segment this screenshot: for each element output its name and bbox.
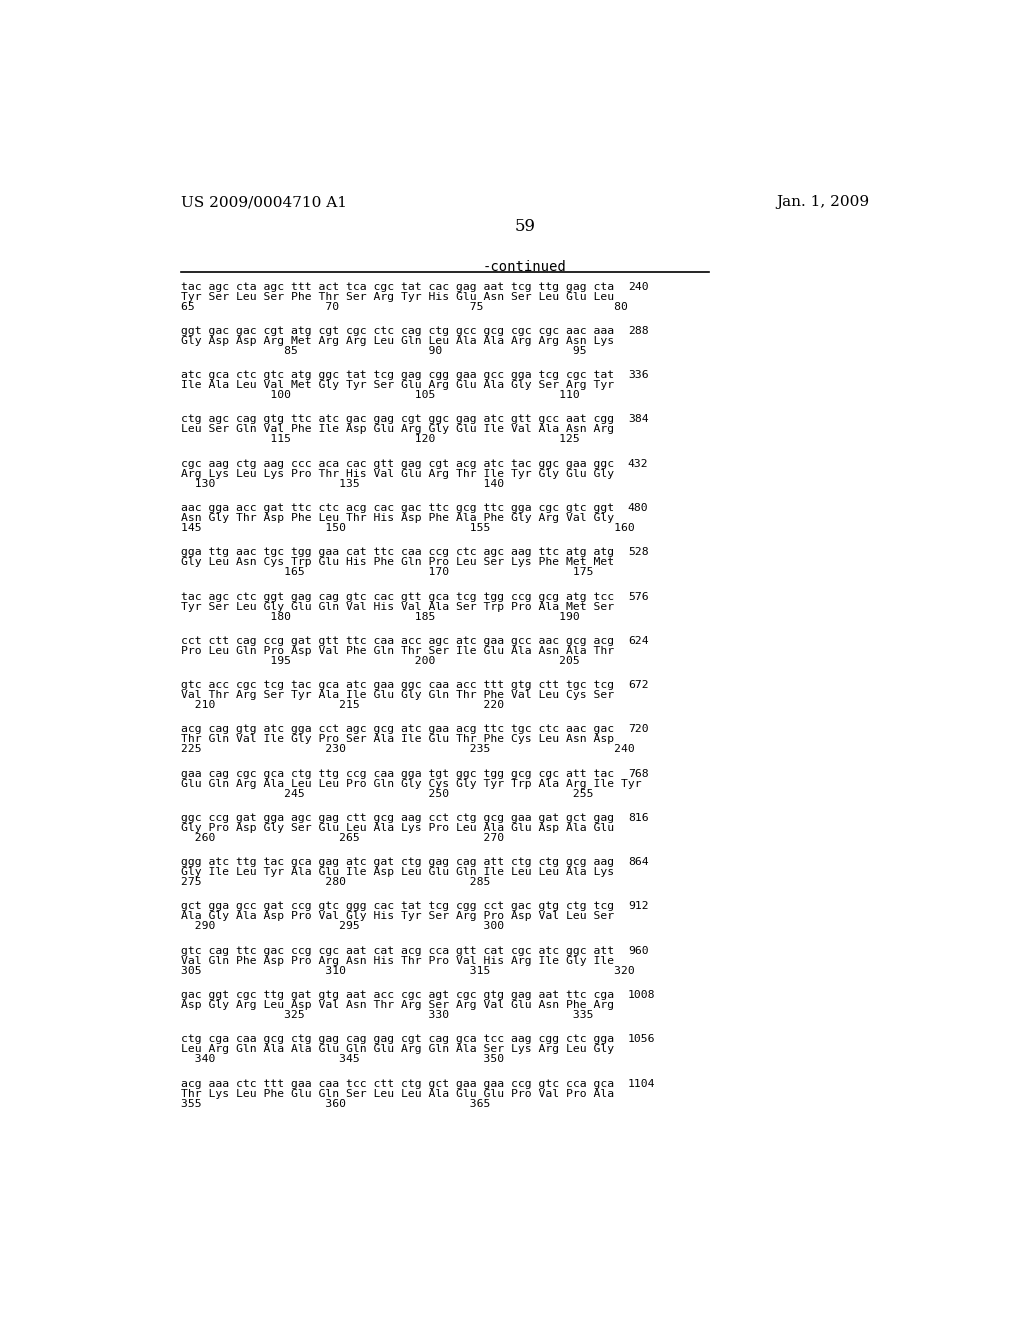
Text: 115                  120                  125: 115 120 125 [180, 434, 580, 445]
Text: 288: 288 [628, 326, 648, 335]
Text: gtc cag ttc gac ccg cgc aat cat acg cca gtt cat cgc atc ggc att: gtc cag ttc gac ccg cgc aat cat acg cca … [180, 945, 613, 956]
Text: 195                  200                  205: 195 200 205 [180, 656, 580, 665]
Text: 210                  215                  220: 210 215 220 [180, 700, 504, 710]
Text: Asp Gly Arg Leu Asp Val Asn Thr Arg Ser Arg Val Glu Asn Phe Arg: Asp Gly Arg Leu Asp Val Asn Thr Arg Ser … [180, 1001, 613, 1010]
Text: 305                  310                  315                  320: 305 310 315 320 [180, 966, 635, 975]
Text: 145                  150                  155                  160: 145 150 155 160 [180, 523, 635, 533]
Text: ggg atc ttg tac gca gag atc gat ctg gag cag att ctg ctg gcg aag: ggg atc ttg tac gca gag atc gat ctg gag … [180, 857, 613, 867]
Text: 576: 576 [628, 591, 648, 602]
Text: 275                  280                  285: 275 280 285 [180, 878, 490, 887]
Text: 340                  345                  350: 340 345 350 [180, 1055, 504, 1064]
Text: Ile Ala Leu Val Met Gly Tyr Ser Glu Arg Glu Ala Gly Ser Arg Tyr: Ile Ala Leu Val Met Gly Tyr Ser Glu Arg … [180, 380, 613, 391]
Text: Ala Gly Ala Asp Pro Val Gly His Tyr Ser Arg Pro Asp Val Leu Ser: Ala Gly Ala Asp Pro Val Gly His Tyr Ser … [180, 911, 613, 921]
Text: 432: 432 [628, 459, 648, 469]
Text: 672: 672 [628, 680, 648, 690]
Text: Val Thr Arg Ser Tyr Ala Ile Glu Gly Gln Thr Phe Val Leu Cys Ser: Val Thr Arg Ser Tyr Ala Ile Glu Gly Gln … [180, 690, 613, 700]
Text: acg aaa ctc ttt gaa caa tcc ctt ctg gct gaa gaa ccg gtc cca gca: acg aaa ctc ttt gaa caa tcc ctt ctg gct … [180, 1078, 613, 1089]
Text: ctg agc cag gtg ttc atc gac gag cgt ggc gag atc gtt gcc aat cgg: ctg agc cag gtg ttc atc gac gag cgt ggc … [180, 414, 613, 425]
Text: 130                  135                  140: 130 135 140 [180, 479, 504, 488]
Text: Asn Gly Thr Asp Phe Leu Thr His Asp Phe Ala Phe Gly Arg Val Gly: Asn Gly Thr Asp Phe Leu Thr His Asp Phe … [180, 513, 613, 523]
Text: Glu Gln Arg Ala Leu Leu Pro Gln Gly Cys Gly Tyr Trp Ala Arg Ile Tyr: Glu Gln Arg Ala Leu Leu Pro Gln Gly Cys … [180, 779, 641, 788]
Text: 245                  250                  255: 245 250 255 [180, 788, 593, 799]
Text: gtc acc cgc tcg tac gca atc gaa ggc caa acc ttt gtg ctt tgc tcg: gtc acc cgc tcg tac gca atc gaa ggc caa … [180, 680, 613, 690]
Text: 960: 960 [628, 945, 648, 956]
Text: atc gca ctc gtc atg ggc tat tcg gag cgg gaa gcc gga tcg cgc tat: atc gca ctc gtc atg ggc tat tcg gag cgg … [180, 370, 613, 380]
Text: gct gga gcc gat ccg gtc ggg cac tat tcg cgg cct gac gtg ctg tcg: gct gga gcc gat ccg gtc ggg cac tat tcg … [180, 902, 613, 911]
Text: Leu Ser Gln Val Phe Ile Asp Glu Arg Gly Glu Ile Val Ala Asn Arg: Leu Ser Gln Val Phe Ile Asp Glu Arg Gly … [180, 425, 613, 434]
Text: ggc ccg gat gga agc gag ctt gcg aag cct ctg gcg gaa gat gct gag: ggc ccg gat gga agc gag ctt gcg aag cct … [180, 813, 613, 822]
Text: Gly Ile Leu Tyr Ala Glu Ile Asp Leu Glu Gln Ile Leu Leu Ala Lys: Gly Ile Leu Tyr Ala Glu Ile Asp Leu Glu … [180, 867, 613, 878]
Text: Thr Gln Val Ile Gly Pro Ser Ala Ile Glu Thr Phe Cys Leu Asn Asp: Thr Gln Val Ile Gly Pro Ser Ala Ile Glu … [180, 734, 613, 744]
Text: acg cag gtg atc gga cct agc gcg atc gaa acg ttc tgc ctc aac gac: acg cag gtg atc gga cct agc gcg atc gaa … [180, 725, 613, 734]
Text: 225                  230                  235                  240: 225 230 235 240 [180, 744, 635, 754]
Text: 1104: 1104 [628, 1078, 655, 1089]
Text: US 2009/0004710 A1: US 2009/0004710 A1 [180, 195, 347, 210]
Text: aac gga acc gat ttc ctc acg cac gac ttc gcg ttc gga cgc gtc ggt: aac gga acc gat ttc ctc acg cac gac ttc … [180, 503, 613, 513]
Text: Gly Pro Asp Gly Ser Glu Leu Ala Lys Pro Leu Ala Glu Asp Ala Glu: Gly Pro Asp Gly Ser Glu Leu Ala Lys Pro … [180, 822, 613, 833]
Text: 85                   90                   95: 85 90 95 [180, 346, 587, 356]
Text: 325                  330                  335: 325 330 335 [180, 1010, 593, 1020]
Text: -continued: -continued [483, 260, 566, 275]
Text: tac agc ctc ggt gag cag gtc cac gtt gca tcg tgg ccg gcg atg tcc: tac agc ctc ggt gag cag gtc cac gtt gca … [180, 591, 613, 602]
Text: 180                  185                  190: 180 185 190 [180, 611, 580, 622]
Text: 480: 480 [628, 503, 648, 513]
Text: Leu Arg Gln Ala Ala Glu Gln Glu Arg Gln Ala Ser Lys Arg Leu Gly: Leu Arg Gln Ala Ala Glu Gln Glu Arg Gln … [180, 1044, 613, 1055]
Text: cct ctt cag ccg gat gtt ttc caa acc agc atc gaa gcc aac gcg acg: cct ctt cag ccg gat gtt ttc caa acc agc … [180, 636, 613, 645]
Text: gga ttg aac tgc tgg gaa cat ttc caa ccg ctc agc aag ttc atg atg: gga ttg aac tgc tgg gaa cat ttc caa ccg … [180, 548, 613, 557]
Text: 528: 528 [628, 548, 648, 557]
Text: Tyr Ser Leu Ser Phe Thr Ser Arg Tyr His Glu Asn Ser Leu Glu Leu: Tyr Ser Leu Ser Phe Thr Ser Arg Tyr His … [180, 292, 613, 301]
Text: 720: 720 [628, 725, 648, 734]
Text: 240: 240 [628, 281, 648, 292]
Text: Thr Lys Leu Phe Glu Gln Ser Leu Leu Ala Glu Glu Pro Val Pro Ala: Thr Lys Leu Phe Glu Gln Ser Leu Leu Ala … [180, 1089, 613, 1098]
Text: 1056: 1056 [628, 1035, 655, 1044]
Text: ggt gac gac cgt atg cgt cgc ctc cag ctg gcc gcg cgc cgc aac aaa: ggt gac gac cgt atg cgt cgc ctc cag ctg … [180, 326, 613, 335]
Text: cgc aag ctg aag ccc aca cac gtt gag cgt acg atc tac ggc gaa ggc: cgc aag ctg aag ccc aca cac gtt gag cgt … [180, 459, 613, 469]
Text: Val Gln Phe Asp Pro Arg Asn His Thr Pro Val His Arg Ile Gly Ile: Val Gln Phe Asp Pro Arg Asn His Thr Pro … [180, 956, 613, 966]
Text: Tyr Ser Leu Gly Glu Gln Val His Val Ala Ser Trp Pro Ala Met Ser: Tyr Ser Leu Gly Glu Gln Val His Val Ala … [180, 602, 613, 611]
Text: tac agc cta agc ttt act tca cgc tat cac gag aat tcg ttg gag cta: tac agc cta agc ttt act tca cgc tat cac … [180, 281, 613, 292]
Text: 100                  105                  110: 100 105 110 [180, 391, 580, 400]
Text: 816: 816 [628, 813, 648, 822]
Text: Pro Leu Gln Pro Asp Val Phe Gln Thr Ser Ile Glu Ala Asn Ala Thr: Pro Leu Gln Pro Asp Val Phe Gln Thr Ser … [180, 645, 613, 656]
Text: Gly Asp Asp Arg Met Arg Arg Leu Gln Leu Ala Ala Arg Arg Asn Lys: Gly Asp Asp Arg Met Arg Arg Leu Gln Leu … [180, 335, 613, 346]
Text: 336: 336 [628, 370, 648, 380]
Text: 1008: 1008 [628, 990, 655, 1001]
Text: gaa cag cgc gca ctg ttg ccg caa gga tgt ggc tgg gcg cgc att tac: gaa cag cgc gca ctg ttg ccg caa gga tgt … [180, 768, 613, 779]
Text: 912: 912 [628, 902, 648, 911]
Text: 384: 384 [628, 414, 648, 425]
Text: 260                  265                  270: 260 265 270 [180, 833, 504, 843]
Text: 624: 624 [628, 636, 648, 645]
Text: Jan. 1, 2009: Jan. 1, 2009 [776, 195, 869, 210]
Text: 864: 864 [628, 857, 648, 867]
Text: 355                  360                  365: 355 360 365 [180, 1098, 490, 1109]
Text: gac ggt cgc ttg gat gtg aat acc cgc agt cgc gtg gag aat ttc cga: gac ggt cgc ttg gat gtg aat acc cgc agt … [180, 990, 613, 1001]
Text: 768: 768 [628, 768, 648, 779]
Text: ctg cga caa gcg ctg gag cag gag cgt cag gca tcc aag cgg ctc gga: ctg cga caa gcg ctg gag cag gag cgt cag … [180, 1035, 613, 1044]
Text: Gly Leu Asn Cys Trp Glu His Phe Gln Pro Leu Ser Lys Phe Met Met: Gly Leu Asn Cys Trp Glu His Phe Gln Pro … [180, 557, 613, 568]
Text: 65                   70                   75                   80: 65 70 75 80 [180, 302, 628, 312]
Text: 59: 59 [514, 218, 536, 235]
Text: 290                  295                  300: 290 295 300 [180, 921, 504, 932]
Text: 165                  170                  175: 165 170 175 [180, 568, 593, 577]
Text: Arg Lys Leu Lys Pro Thr His Val Glu Arg Thr Ile Tyr Gly Glu Gly: Arg Lys Leu Lys Pro Thr His Val Glu Arg … [180, 469, 613, 479]
